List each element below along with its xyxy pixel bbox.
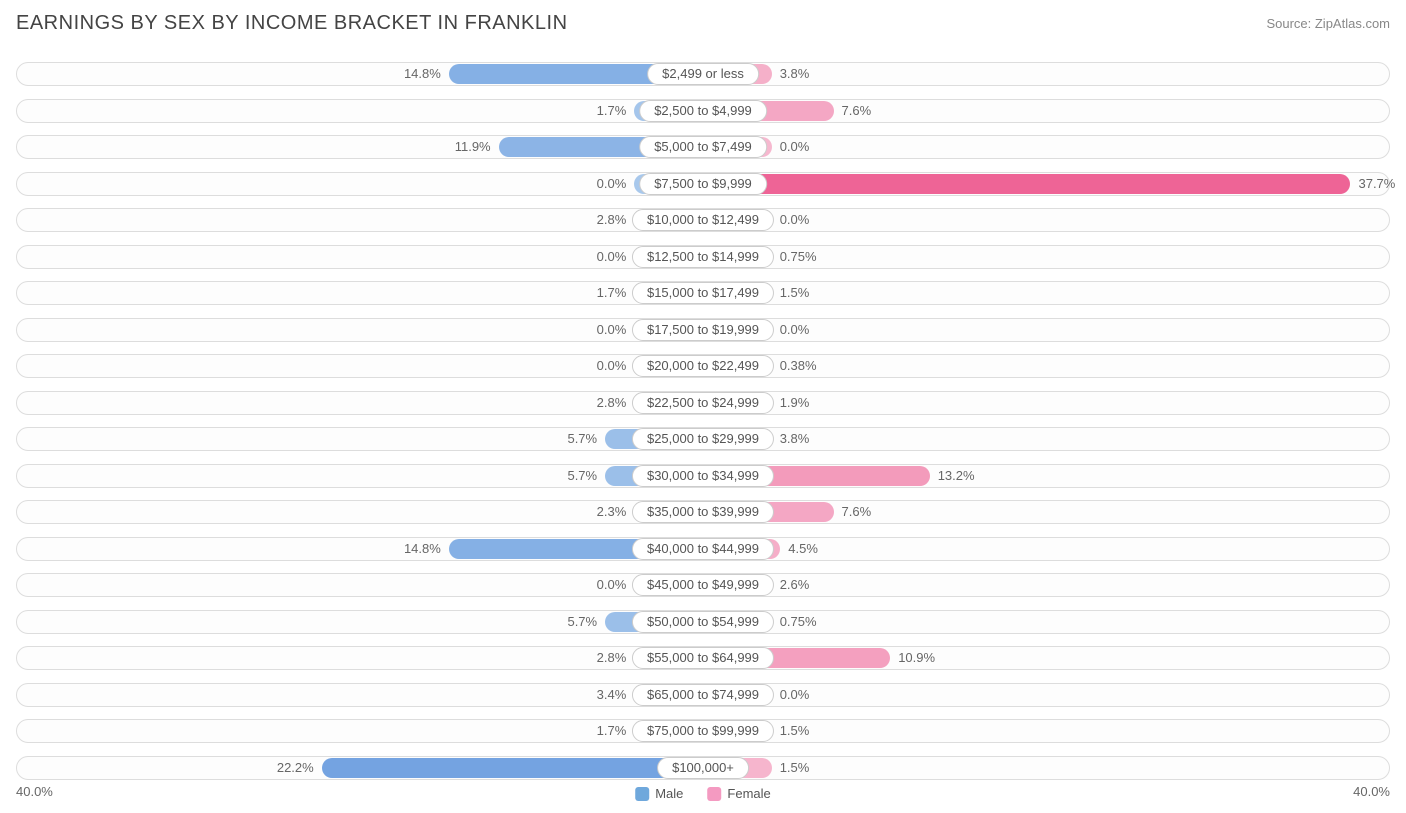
male-pct-label: 0.0% [597,577,627,592]
chart-row: 5.7% 3.8% $25,000 to $29,999 [16,421,1390,457]
bracket-label: $2,500 to $4,999 [639,100,767,122]
female-pct-label: 7.6% [842,103,872,118]
male-pct-label: 5.7% [567,468,597,483]
bracket-label: $35,000 to $39,999 [632,501,774,523]
female-pct-label: 0.75% [780,249,817,264]
male-pct-label: 0.0% [597,322,627,337]
bracket-label: $45,000 to $49,999 [632,574,774,596]
male-pct-label: 1.7% [597,723,627,738]
bracket-label: $25,000 to $29,999 [632,428,774,450]
bracket-label: $17,500 to $19,999 [632,319,774,341]
female-pct-label: 3.8% [780,431,810,446]
chart-row: 1.7% 1.5% $15,000 to $17,499 [16,275,1390,311]
male-pct-label: 11.9% [455,139,491,154]
male-pct-label: 1.7% [597,103,627,118]
female-swatch [707,787,721,801]
female-pct-label: 3.8% [780,66,810,81]
bracket-label: $75,000 to $99,999 [632,720,774,742]
male-pct-label: 5.7% [567,614,597,629]
bracket-label: $20,000 to $22,499 [632,355,774,377]
legend: Male Female [635,786,771,801]
bracket-label: $65,000 to $74,999 [632,684,774,706]
female-pct-label: 10.9% [898,650,935,665]
chart-row: 14.8% 4.5% $40,000 to $44,999 [16,531,1390,567]
bracket-label: $2,499 or less [647,63,759,85]
chart-row: 5.7% 13.2% $30,000 to $34,999 [16,458,1390,494]
male-pct-label: 2.8% [597,650,627,665]
female-pct-label: 1.9% [780,395,810,410]
male-pct-label: 0.0% [597,358,627,373]
female-pct-label: 37.7% [1358,176,1395,191]
chart-row: 0.0% 0.38% $20,000 to $22,499 [16,348,1390,384]
legend-female: Female [707,786,770,801]
female-bar [703,174,1350,194]
chart-row: 0.0% 0.0% $17,500 to $19,999 [16,312,1390,348]
male-pct-label: 2.8% [597,212,627,227]
chart-row: 11.9% 0.0% $5,000 to $7,499 [16,129,1390,165]
female-pct-label: 13.2% [938,468,975,483]
chart-row: 3.4% 0.0% $65,000 to $74,999 [16,677,1390,713]
chart-row: 0.0% 0.75% $12,500 to $14,999 [16,239,1390,275]
bracket-label: $100,000+ [657,757,749,779]
chart-row: 2.8% 1.9% $22,500 to $24,999 [16,385,1390,421]
chart-title: EARNINGS BY SEX BY INCOME BRACKET IN FRA… [16,12,568,35]
female-pct-label: 0.0% [780,139,810,154]
chart-area: 14.8% 3.8% $2,499 or less 1.7% 7.6% $2,500 to… [16,56,1390,773]
chart-row: 1.7% 7.6% $2,500 to $4,999 [16,93,1390,129]
female-pct-label: 0.0% [780,322,810,337]
male-pct-label: 0.0% [597,176,627,191]
bracket-label: $12,500 to $14,999 [632,246,774,268]
male-pct-label: 5.7% [567,431,597,446]
female-pct-label: 0.75% [780,614,817,629]
bracket-label: $40,000 to $44,999 [632,538,774,560]
legend-male-label: Male [655,786,683,801]
chart-row: 14.8% 3.8% $2,499 or less [16,56,1390,92]
male-pct-label: 14.8% [404,541,441,556]
bracket-label: $50,000 to $54,999 [632,611,774,633]
male-pct-label: 2.3% [597,504,627,519]
chart-row: 1.7% 1.5% $75,000 to $99,999 [16,713,1390,749]
male-pct-label: 1.7% [597,285,627,300]
bracket-label: $30,000 to $34,999 [632,465,774,487]
bracket-label: $5,000 to $7,499 [639,136,767,158]
female-pct-label: 1.5% [780,723,810,738]
legend-female-label: Female [727,786,770,801]
male-swatch [635,787,649,801]
male-pct-label: 22.2% [277,760,314,775]
chart-row: 2.3% 7.6% $35,000 to $39,999 [16,494,1390,530]
legend-male: Male [635,786,683,801]
chart-row: 0.0% 2.6% $45,000 to $49,999 [16,567,1390,603]
chart-row: 2.8% 10.9% $55,000 to $64,999 [16,640,1390,676]
bracket-label: $55,000 to $64,999 [632,647,774,669]
female-pct-label: 4.5% [788,541,818,556]
bracket-label: $15,000 to $17,499 [632,282,774,304]
female-pct-label: 1.5% [780,285,810,300]
female-pct-label: 0.0% [780,687,810,702]
female-pct-label: 1.5% [780,760,810,775]
female-pct-label: 2.6% [780,577,810,592]
female-pct-label: 0.38% [780,358,817,373]
chart-row: 22.2% 1.5% $100,000+ [16,750,1390,786]
bracket-label: $22,500 to $24,999 [632,392,774,414]
bracket-label: $10,000 to $12,499 [632,209,774,231]
female-pct-label: 0.0% [780,212,810,227]
male-pct-label: 14.8% [404,66,441,81]
axis-label-left: 40.0% [16,784,53,799]
chart-row: 0.0%37.7%$7,500 to $9,999 [16,166,1390,202]
male-pct-label: 3.4% [597,687,627,702]
bracket-label: $7,500 to $9,999 [639,173,767,195]
male-pct-label: 0.0% [597,249,627,264]
female-pct-label: 7.6% [842,504,872,519]
male-pct-label: 2.8% [597,395,627,410]
chart-row: 2.8% 0.0% $10,000 to $12,499 [16,202,1390,238]
axis-label-right: 40.0% [1353,784,1390,799]
male-bar [322,758,703,778]
chart-source: Source: ZipAtlas.com [1266,16,1390,31]
chart-row: 5.7% 0.75% $50,000 to $54,999 [16,604,1390,640]
